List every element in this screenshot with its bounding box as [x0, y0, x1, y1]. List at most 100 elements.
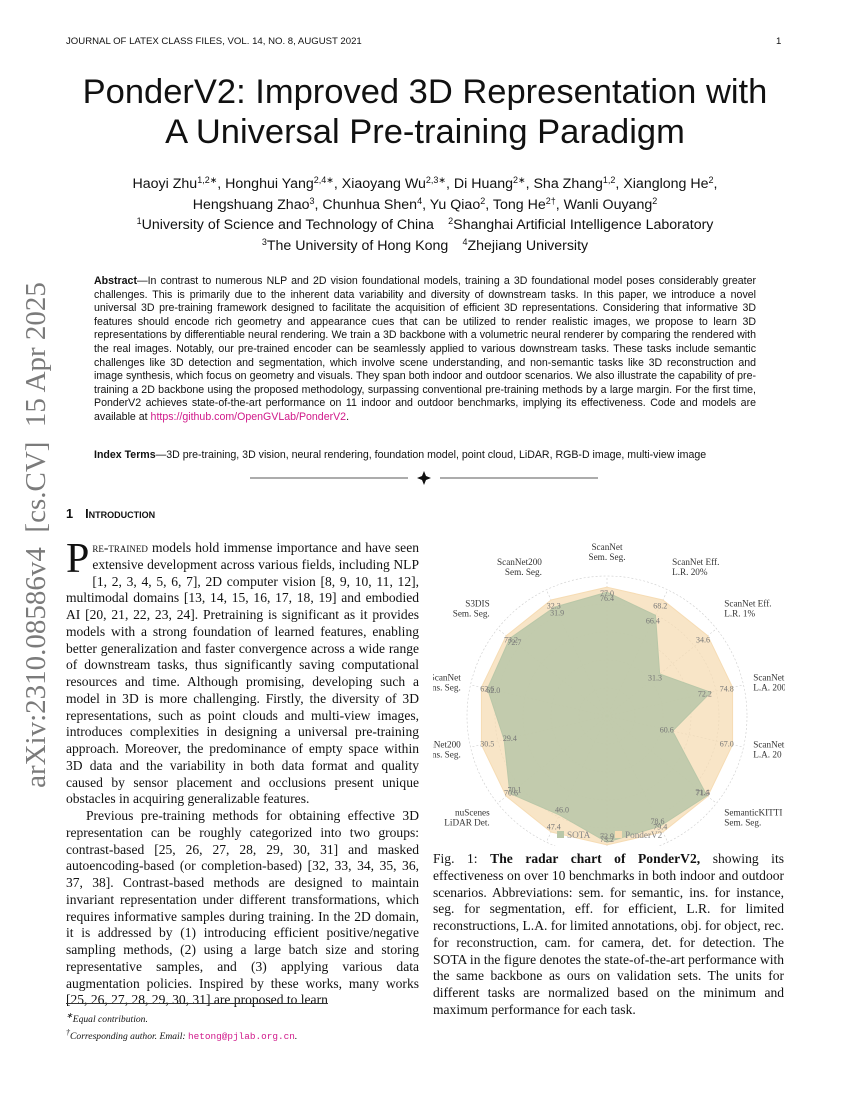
value-label: 62.6: [480, 685, 494, 694]
axis-label: ScanNet: [591, 542, 623, 552]
footnote-end: .: [294, 1030, 298, 1042]
axis-label: Sem. Seg.: [505, 567, 542, 577]
value-label: 68.2: [653, 601, 667, 610]
separator: [250, 471, 598, 485]
footnotes: ∗Equal contribution. †Corresponding auth…: [66, 1010, 297, 1044]
axis-label: Ins. Seg.: [433, 683, 461, 693]
affil-mark: 4: [462, 236, 468, 247]
author-name: Sha Zhang: [533, 176, 603, 192]
author-name: Xianglong He: [623, 176, 709, 192]
value-label: 66.4: [646, 617, 660, 626]
author-mark: 2,4∗: [313, 175, 334, 185]
figure-label: Fig. 1:: [433, 851, 491, 866]
author-mark: 2: [652, 195, 658, 206]
footnote-text: Equal contribution.: [72, 1014, 148, 1026]
value-label: 67.0: [720, 739, 734, 748]
figure-caption: Fig. 1: The radar chart of PonderV2, sho…: [433, 851, 784, 1019]
separator: ,: [615, 176, 620, 192]
author-line: Hengshuang Zhao3, Chunhua Shen4, Yu Qiao…: [40, 195, 810, 216]
paragraph: Previous pre-training methods for obtain…: [66, 808, 419, 1008]
section-number: 1: [66, 506, 74, 521]
abstract: Abstract—In contrast to numerous NLP and…: [94, 275, 756, 425]
author-name: Tong He: [492, 196, 546, 213]
affiliation: The University of Hong Kong: [266, 237, 449, 254]
author-name: Haoyi Zhu: [132, 176, 198, 192]
legend-label: SOTA: [567, 830, 591, 840]
separator: ,: [555, 196, 560, 213]
section-title: Introduction: [85, 506, 156, 521]
value-label: 34.6: [696, 635, 710, 644]
caption-bold: The radar chart of PonderV2,: [490, 851, 701, 866]
index-terms-text: —3D pre-training, 3D vision, neural rend…: [155, 449, 707, 461]
value-label: 32.3: [547, 601, 561, 610]
value-label: 47.4: [547, 823, 561, 832]
grid-ring: [466, 575, 748, 846]
value-label: 46.0: [555, 806, 569, 815]
series-area: [486, 591, 712, 843]
value-label: 71.4: [695, 788, 709, 797]
footnote-mark: †: [66, 1027, 70, 1037]
author-mark: 2∗: [513, 175, 526, 185]
caption-text: showing its effectiveness on over 10 ben…: [433, 851, 785, 1017]
author-mark: 4: [417, 195, 423, 206]
author-name: Hengshuang Zhao: [192, 196, 310, 213]
affiliation: Zhejiang University: [467, 237, 589, 254]
axis-label: L.A. 20: [753, 749, 782, 759]
separator: ,: [713, 176, 718, 192]
author-line: 1University of Science and Technology of…: [40, 215, 810, 236]
axis-label: L.A. 200: [753, 683, 785, 693]
index-terms: Index Terms—3D pre-training, 3D vision, …: [94, 449, 756, 463]
axis-label: Sem. Seg.: [453, 608, 490, 618]
axis-label: Sem. Seg.: [588, 552, 625, 562]
page-number: 1: [776, 36, 782, 47]
footnote: †Corresponding author. Email: hetong@pjl…: [66, 1027, 297, 1044]
affiliation: University of Science and Technology of …: [141, 217, 434, 233]
author-mark: 2: [480, 195, 486, 206]
axis-label: Ins. Seg.: [433, 749, 461, 759]
author-name: Wanli Ouyang: [563, 196, 653, 213]
axis-label: ScanNet Eff.: [753, 673, 785, 683]
author-name: Xiaoyang Wu: [341, 176, 426, 192]
author-mark: 1,2: [602, 175, 616, 185]
separator: ,: [314, 196, 319, 213]
separator: ,: [485, 196, 490, 213]
value-label: 77.0: [600, 589, 614, 598]
value-label: 70.1: [508, 786, 522, 795]
arxiv-stamp: arXiv:2310.08586v4 [cs.CV] 15 Apr 2025: [20, 282, 52, 788]
running-header: JOURNAL OF LATEX CLASS FILES, VOL. 14, N…: [66, 36, 362, 47]
author-line: 3The University of Hong Kong 4Zhejiang U…: [40, 236, 810, 257]
value-label: 31.3: [648, 674, 662, 683]
author-mark: 1,2∗: [197, 175, 218, 185]
separator: ,: [217, 176, 222, 192]
axis-label: LiDAR Det.: [444, 818, 489, 828]
value-label: 73.2: [504, 635, 518, 644]
value-label: 72.7: [507, 638, 521, 647]
axis-label: ScanNet Eff.: [672, 557, 719, 567]
code-link[interactable]: https://github.com/OpenGVLab/PonderV2: [150, 410, 347, 423]
value-label: 72.9: [600, 832, 614, 841]
value-label: 72.2: [698, 690, 712, 699]
axis-label: S3DIS: [465, 598, 490, 608]
footnote: ∗Equal contribution.: [66, 1010, 297, 1027]
value-label: 31.9: [550, 609, 564, 618]
footnote-rule: [66, 1003, 328, 1004]
axis-label: Sem. Seg.: [724, 818, 761, 828]
author-mark: 2,3∗: [425, 175, 446, 185]
axis-label: nuScenes: [455, 808, 490, 818]
axis-label: L.R. 1%: [724, 608, 755, 618]
value-label: 60.6: [660, 726, 674, 735]
value-label: 79.4: [653, 823, 667, 832]
separator: ,: [422, 196, 427, 213]
footnote-text: Corresponding author. Email:: [70, 1030, 188, 1042]
value-label: 70.6: [504, 789, 518, 798]
author-name: Chunhua Shen: [322, 196, 418, 213]
axis-label: ScanNet200: [497, 557, 542, 567]
author-name: Di Huang: [453, 176, 514, 192]
author-mark: 3: [309, 195, 315, 206]
title: PonderV2: Improved 3D Representation wit…: [40, 72, 810, 152]
author-name: Yu Qiao: [429, 196, 481, 213]
axis-label: ScanNet Eff.: [724, 598, 771, 608]
